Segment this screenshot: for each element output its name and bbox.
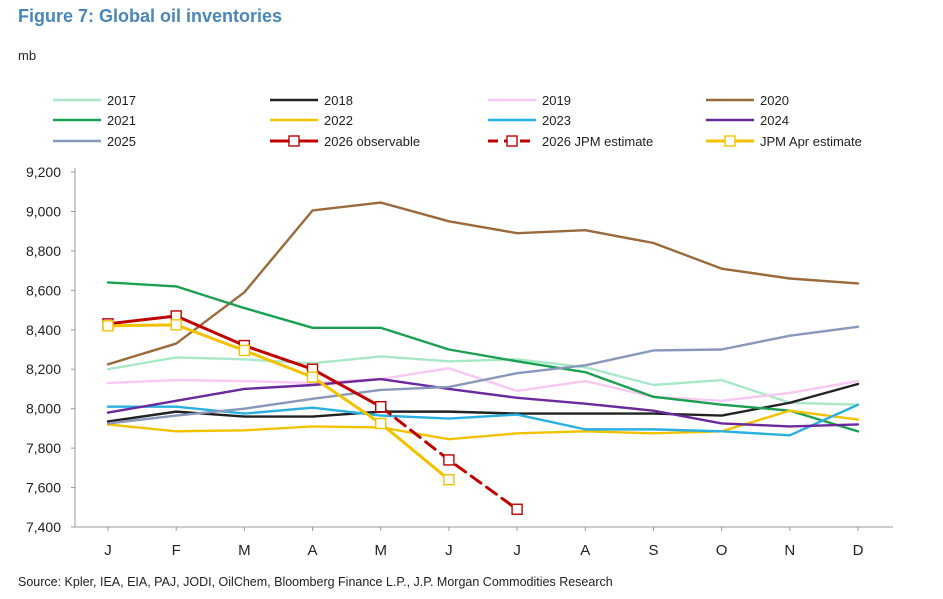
legend-item-2024: 2024	[706, 113, 789, 128]
y-tick-label: 9,000	[26, 203, 61, 219]
data-point-2026-jpm-estimate	[375, 400, 387, 413]
series-2019	[106, 367, 860, 402]
series-line-2018	[106, 382, 860, 423]
legend-label: JPM Apr estimate	[760, 134, 862, 149]
legend-item-2023: 2023	[488, 113, 571, 128]
series-line-2020	[106, 201, 860, 366]
data-point-jpm-apr-estimate	[238, 344, 251, 357]
x-tick-label: F	[172, 542, 181, 559]
legend-label: 2019	[542, 93, 571, 108]
data-point-jpm-apr-estimate	[375, 417, 387, 430]
y-tick-label: 8,800	[26, 243, 61, 259]
series-2024	[106, 377, 860, 428]
series-jpm-apr-estimate	[102, 319, 455, 486]
series-line-jpm-apr-estimate	[106, 323, 451, 482]
x-tick-label: A	[580, 542, 590, 559]
x-tick-label: D	[853, 542, 864, 559]
series-2018	[106, 382, 860, 423]
legend-item-2025: 2025	[53, 134, 136, 149]
series-line-2017	[106, 355, 860, 406]
x-tick-label: J	[445, 542, 453, 559]
legend-item-2020: 2020	[706, 93, 789, 108]
series-2020	[106, 201, 860, 366]
legend-label: 2021	[107, 113, 136, 128]
legend-item-2017: 2017	[53, 93, 136, 108]
legend-marker	[724, 135, 736, 147]
data-point-jpm-apr-estimate	[102, 320, 114, 332]
y-tick-label: 7,600	[26, 480, 61, 496]
y-tick-label: 7,800	[26, 440, 61, 456]
legend-item-2021: 2021	[53, 113, 136, 128]
legend-item-2019: 2019	[488, 93, 571, 108]
x-tick-label: A	[308, 542, 318, 559]
series-line-2019	[106, 367, 860, 402]
series-2026-jpm-estimate	[375, 400, 523, 515]
y-tick-label: 7,400	[26, 519, 61, 535]
legend-label: 2026 observable	[324, 134, 420, 149]
y-tick-label: 8,000	[26, 401, 61, 417]
legend-label: 2018	[324, 93, 353, 108]
legend-marker	[288, 135, 300, 147]
y-tick-label: 8,400	[26, 322, 61, 338]
source-note: Source: Kpler, IEA, EIA, PAJ, JODI, OilC…	[18, 575, 613, 589]
series-2022	[106, 409, 860, 441]
x-tick-label: J	[513, 542, 521, 559]
figure-title: Figure 7: Global oil inventories	[18, 6, 283, 26]
legend-label: 2026 JPM estimate	[542, 134, 653, 149]
legend-item-2026-jpm-estimate: 2026 JPM estimate	[488, 134, 653, 149]
chart-axes: 7,400 7,600 7,800 8,000 8,200 8,400 8,600 8,800…	[26, 164, 893, 559]
series-line-2023	[106, 403, 860, 437]
x-tick-label: N	[784, 542, 795, 559]
data-point-2026-jpm-estimate	[443, 454, 455, 466]
x-tick-label: M	[374, 542, 387, 559]
data-point-jpm-apr-estimate	[443, 473, 455, 486]
legend-marker	[506, 135, 518, 147]
y-tick-label: 8,600	[26, 282, 61, 298]
y-tick-label: 8,200	[26, 361, 61, 377]
series-2017	[106, 355, 860, 406]
series-2021	[106, 281, 860, 433]
series-2025	[106, 325, 860, 425]
series-line-2021	[106, 281, 860, 433]
legend-label: 2024	[760, 113, 789, 128]
legend-label: 2025	[107, 134, 136, 149]
series-line-2022	[106, 409, 860, 441]
x-tick-label: M	[238, 542, 251, 559]
chart-series	[102, 201, 860, 515]
legend-label: 2023	[542, 113, 571, 128]
y-tick-label: 9,200	[26, 164, 61, 180]
series-2023	[106, 403, 860, 437]
legend-item-2022: 2022	[270, 113, 353, 128]
series-line-2024	[106, 377, 860, 428]
chart-legend: 2017 2018 2019 2020 2021 2022 2023 2024 2025 2026…	[53, 93, 862, 149]
data-point-jpm-apr-estimate	[170, 319, 182, 331]
y-axis-unit: mb	[18, 48, 37, 63]
x-tick-label: S	[648, 542, 658, 559]
data-point-jpm-apr-estimate	[306, 371, 319, 383]
legend-label: 2022	[324, 113, 353, 128]
legend-item-2018: 2018	[270, 93, 353, 108]
legend-label: 2020	[760, 93, 789, 108]
x-tick-label: J	[104, 542, 112, 559]
x-tick-label: O	[716, 542, 728, 559]
data-point-2026-jpm-estimate	[511, 503, 523, 515]
legend-item-2026-observable: 2026 observable	[270, 134, 420, 149]
legend-item-jpm-apr-estimate: JPM Apr estimate	[706, 134, 862, 149]
series-line-2025	[106, 325, 860, 425]
legend-label: 2017	[107, 93, 136, 108]
